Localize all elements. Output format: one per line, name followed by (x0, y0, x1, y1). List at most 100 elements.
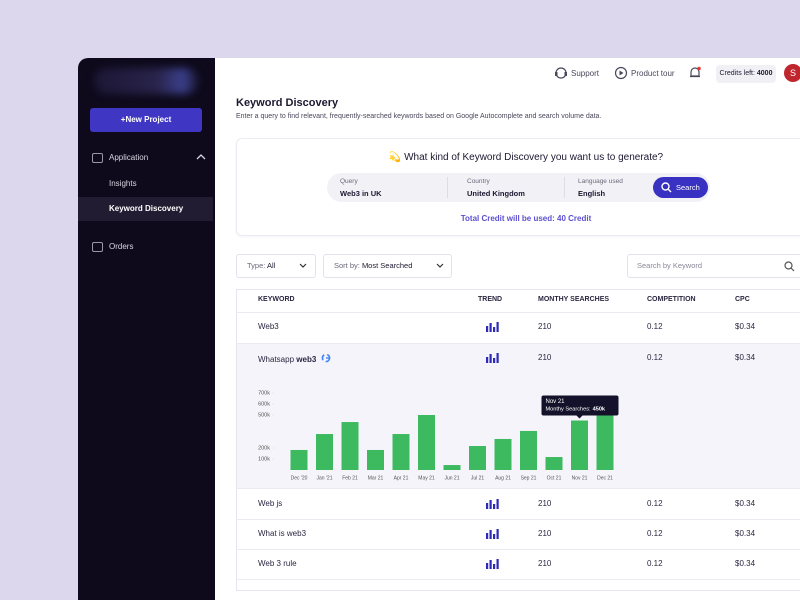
x-tick-label: Dec '20 (291, 475, 308, 481)
searches: 210 (538, 353, 552, 362)
keyword: Web js (258, 499, 282, 508)
trend-icon[interactable] (485, 558, 499, 570)
query-value[interactable]: Web3 in UK (340, 189, 382, 198)
product-tour-icon[interactable] (614, 66, 628, 80)
nav-application[interactable]: Application (109, 153, 149, 162)
trend-bar (489, 530, 492, 539)
keyword-highlight: web3 (296, 355, 317, 364)
support-link[interactable]: Support (571, 69, 600, 78)
separator (236, 343, 800, 344)
search-placeholder: Search by Keyword (637, 261, 703, 270)
cpc: $0.34 (735, 322, 756, 331)
competition: 0.12 (647, 322, 663, 331)
new-project-button[interactable]: +New Project (90, 108, 202, 132)
x-tick-label: Aug 21 (495, 475, 511, 481)
country-value[interactable]: United Kingdom (467, 189, 525, 198)
trend-icon[interactable] (485, 498, 499, 510)
sort-dropdown[interactable]: Sort by: Most Searched (323, 254, 452, 278)
type-dropdown[interactable]: Type: All (236, 254, 316, 278)
col-cpc-header: CPC (735, 296, 750, 303)
trend-icon[interactable] (485, 352, 499, 364)
keyword: Whatsapp web3 (258, 353, 331, 364)
nav-orders[interactable]: Orders (109, 242, 134, 251)
cpc: $0.34 (735, 499, 756, 508)
col-keyword-header: KEYWORD (258, 296, 295, 303)
sort-value: Most Searched (361, 261, 413, 270)
bar (494, 438, 512, 470)
nav-insights[interactable]: Insights (109, 179, 137, 188)
bar (316, 434, 333, 470)
y-tick-label: 500k (258, 412, 270, 418)
credits-value: 4000 (756, 70, 773, 77)
bar (469, 446, 486, 470)
y-tick-label: 700k (258, 390, 270, 396)
nav-keyword-discovery[interactable]: Keyword Discovery (109, 204, 184, 213)
searches: 210 (538, 529, 552, 538)
search-bar (327, 173, 710, 202)
keyword: Web 3 rule (258, 559, 297, 568)
trend-bar (493, 564, 496, 569)
y-tick-label: 100k (258, 456, 270, 462)
trend-bar (486, 357, 489, 363)
avatar[interactable]: S (784, 64, 800, 82)
trend-icon[interactable] (485, 321, 499, 333)
support-icon[interactable] (554, 66, 568, 80)
trend-bar (489, 354, 492, 363)
nav-selected-bg (78, 197, 213, 221)
keyword-search-input[interactable]: Search by Keyword (627, 254, 800, 278)
search-button[interactable]: Search (653, 177, 708, 198)
cpc: $0.34 (735, 353, 756, 362)
keyword-text: Whatsapp (258, 355, 295, 364)
competition: 0.12 (647, 559, 663, 568)
cpc: $0.34 (735, 529, 756, 538)
keyword: What is web3 (258, 529, 306, 538)
google-icon (321, 353, 331, 363)
bar (545, 457, 563, 470)
orders-icon (92, 242, 103, 252)
application-icon (92, 153, 103, 163)
trend-bar (496, 353, 499, 363)
language-value[interactable]: English (578, 189, 606, 198)
search-volume-chart: 100k 200k 500k 600k 700k Dec '20 Jan '21 Feb 21… (258, 390, 619, 481)
product-tour-link[interactable]: Product tour (631, 69, 675, 78)
bar (418, 415, 435, 470)
col-competition-header: COMPETITION (647, 296, 696, 303)
trend-bar (486, 326, 489, 332)
trend-bar (496, 499, 499, 509)
trend-bar (489, 560, 492, 569)
bar (367, 449, 384, 470)
trend-bar (496, 529, 499, 539)
x-tick-label: Feb 21 (342, 475, 358, 481)
bar (392, 434, 410, 470)
app-window: +New Project Application Insights Keywor… (78, 58, 800, 600)
col-trend-header: TREND (478, 296, 503, 303)
x-tick-label: Apr 21 (394, 475, 409, 481)
keyword-text: Web 3 rule (258, 559, 297, 568)
trend-bar (493, 358, 496, 363)
x-tick-label: Nov 21 (572, 475, 588, 481)
x-tick-label: Jul 21 (471, 475, 485, 481)
logo (94, 68, 198, 94)
col-searches-header: MONTHY SEARCHES (538, 296, 610, 303)
notification-bell[interactable] (688, 66, 702, 80)
credits-pill: Credits left: 4000 (716, 65, 776, 83)
trend-bar (489, 323, 492, 332)
bar (571, 420, 588, 470)
separator (236, 549, 800, 550)
chevron-up[interactable] (196, 153, 206, 161)
searches: 210 (538, 499, 552, 508)
search-button-label: Search (676, 183, 700, 192)
chevron-down (299, 263, 307, 268)
tooltip-label: Monthy Searches: (546, 407, 592, 413)
x-tick-label: Jan '21 (317, 475, 333, 481)
sort-label: Sort by: (334, 261, 360, 270)
bar (596, 407, 614, 470)
country-label: Country (467, 178, 490, 185)
credits-label: Credits left: (719, 70, 755, 77)
trend-icon[interactable] (485, 528, 499, 540)
page-title: Keyword Discovery (236, 97, 339, 109)
bar (290, 449, 308, 470)
type-label: Type: (247, 261, 266, 270)
x-tick-label: May 21 (418, 475, 435, 481)
